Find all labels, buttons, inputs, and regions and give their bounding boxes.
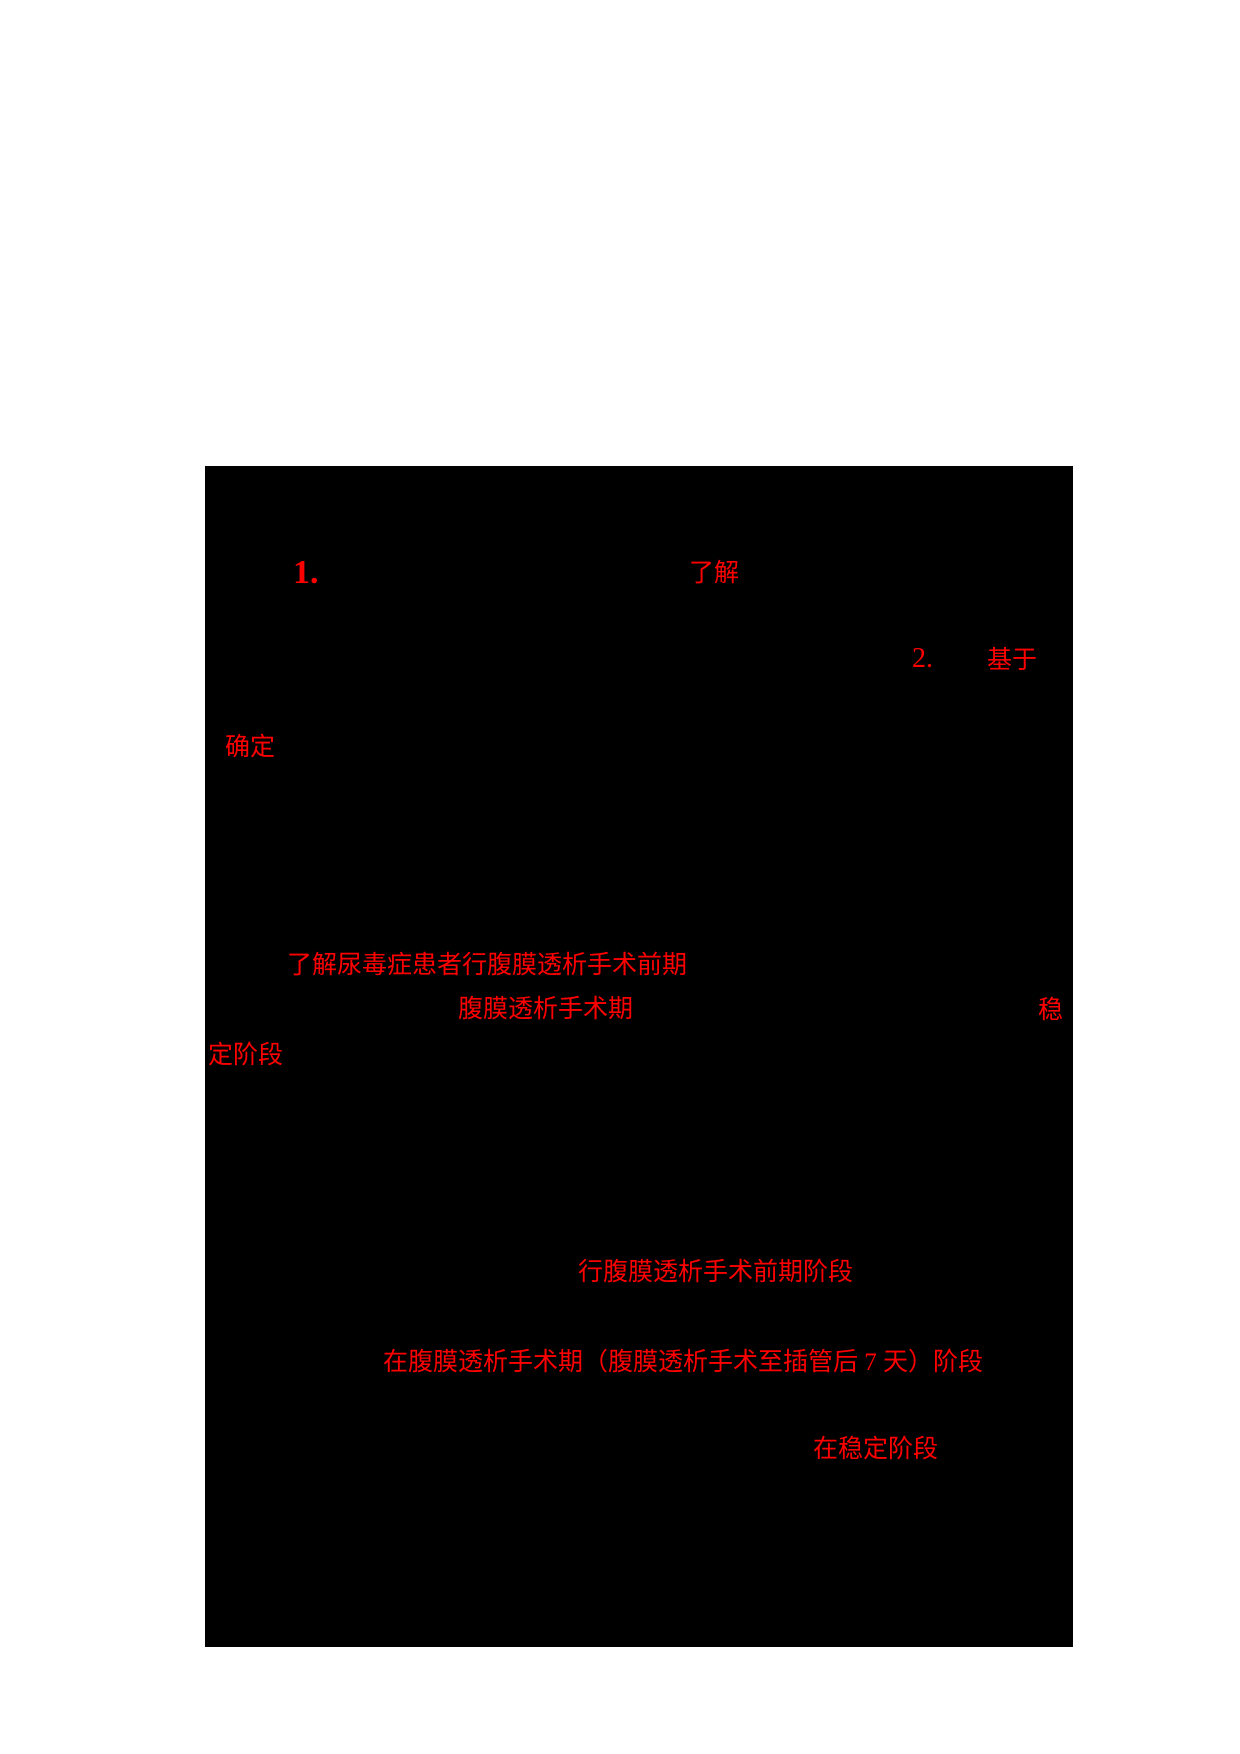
highlight-stage-stable: 在稳定阶段: [813, 1436, 939, 1463]
list-number-2: 2.: [912, 643, 933, 674]
highlight-phrase-based-on: 基于: [987, 647, 1038, 674]
highlight-stage-presurgery: 行腹膜透析手术前期阶段: [578, 1259, 854, 1286]
redacted-content-block: 1. 了解 2. 基于 确定 了解尿毒症患者行腹膜透析手术前期 腹膜透析手术期 …: [205, 466, 1073, 1647]
highlight-paragraph-line-1: 了解尿毒症患者行腹膜透析手术前期: [287, 952, 688, 979]
highlight-paragraph-line-3: 定阶段: [208, 1042, 284, 1069]
highlight-paragraph-line-2: 腹膜透析手术期: [458, 996, 634, 1023]
highlight-stage-surgery: 在腹膜透析手术期（腹膜透析手术至插管后 7 天）阶段: [383, 1349, 984, 1376]
list-number-1: 1.: [293, 554, 319, 591]
highlight-paragraph-line-2-tail: 稳: [1038, 997, 1064, 1024]
highlight-phrase-understand: 了解: [689, 560, 740, 587]
highlight-phrase-confirm: 确定: [225, 734, 276, 761]
